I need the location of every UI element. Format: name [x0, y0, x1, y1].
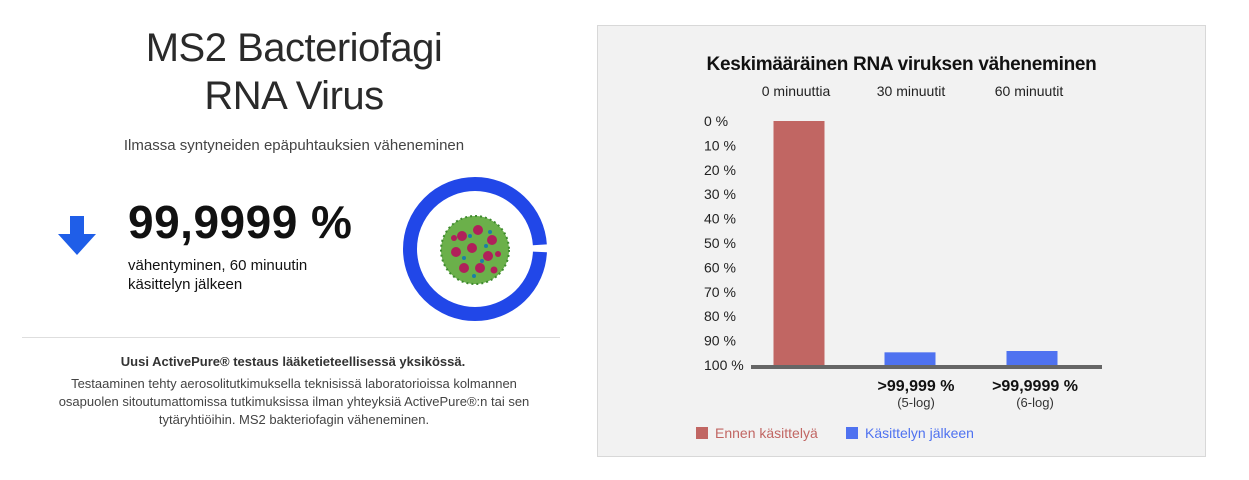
y-tick-label: 20 %: [704, 162, 736, 178]
note-heading: Uusi ActivePure® testaus lääketieteellis…: [120, 354, 466, 369]
chart-plot: 0 % 10 % 20 % 30 % 40 % 50 % 60 % 70 % 80 % 90 % 1…: [704, 113, 1102, 373]
category-label-1: 30 minuutit: [876, 83, 946, 99]
y-tick-label: 40 %: [704, 211, 736, 227]
legend-label-before: Ennen käsittelyä: [715, 425, 818, 441]
y-tick-label: 0 %: [704, 113, 728, 129]
bar-after-1: [884, 352, 936, 365]
y-tick-label: 50 %: [704, 235, 736, 251]
y-tick-label: 90 %: [704, 333, 736, 349]
category-label-2: 60 minuutit: [994, 83, 1064, 99]
virus-icon: [440, 215, 510, 285]
bar-label-1-sub: (5-log): [897, 395, 935, 410]
bar-label-2-main: >99,9999 %: [992, 378, 1078, 395]
virus-ring: [403, 177, 547, 321]
chart-title: Keskimääräinen RNA viruksen väheneminen: [706, 54, 1097, 75]
bar-before-0: [773, 121, 825, 365]
down-arrow-icon: [58, 216, 96, 255]
legend-swatch-after: [846, 427, 858, 439]
bar-label-2-sub: (6-log): [1016, 395, 1054, 410]
note-body: Testaaminen tehty aerosolitutkimuksella …: [58, 376, 530, 427]
bar-after-2: [1006, 351, 1058, 365]
legend-item-before: Ennen käsittelyä: [696, 425, 818, 441]
title-line-2: RNA Virus: [204, 74, 384, 118]
reduction-percentage: 99,9999 %: [128, 196, 353, 248]
legend-label-after: Käsittelyn jälkeen: [865, 425, 974, 441]
subtitle: Ilmassa syntyneiden epäpuhtauksien vähen…: [123, 137, 465, 154]
left-panel: MS2 Bacteriofagi RNA Virus Ilmassa synty…: [0, 0, 580, 480]
legend-item-after: Käsittelyn jälkeen: [846, 425, 974, 441]
divider: [22, 337, 560, 338]
y-tick-label: 70 %: [704, 284, 736, 300]
x-axis-baseline: [751, 365, 1102, 369]
chart-panel: Keskimääräinen RNA viruksen väheneminen …: [597, 25, 1206, 457]
bar-label-2: >99,9999 % (6-log): [965, 378, 1105, 410]
y-tick-label: 30 %: [704, 186, 736, 202]
y-tick-label: 100 %: [704, 357, 744, 373]
bar-label-1-main: >99,999 %: [877, 378, 955, 395]
y-tick-label: 80 %: [704, 308, 736, 324]
reduction-caption: vähentyminen, 60 minuutin käsittelyn jäl…: [128, 257, 308, 293]
page-title: MS2 Bacteriofagi RNA Virus: [0, 24, 588, 120]
y-tick-label: 60 %: [704, 259, 736, 275]
bar-label-1: >99,999 % (5-log): [846, 378, 986, 410]
title-line-1: MS2 Bacteriofagi: [145, 26, 443, 70]
legend-swatch-before: [696, 427, 708, 439]
category-label-0: 0 minuuttia: [761, 83, 831, 99]
y-tick-label: 10 %: [704, 137, 736, 153]
